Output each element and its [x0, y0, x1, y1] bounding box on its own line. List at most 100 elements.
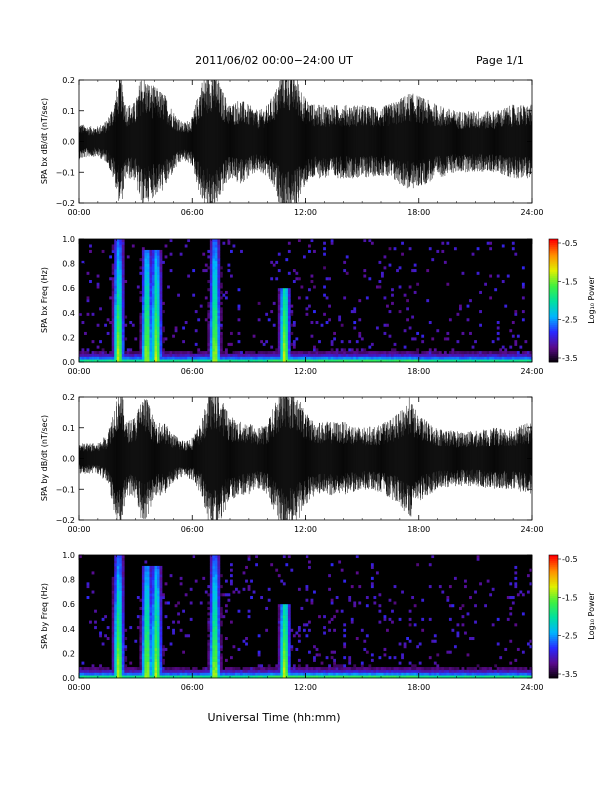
spectrogram-cell	[151, 304, 155, 308]
spectrogram-cell	[217, 323, 221, 327]
spectrogram-cell	[159, 590, 163, 594]
spectrogram-cell	[167, 601, 170, 605]
spectrogram-cell	[469, 675, 472, 679]
spectrogram-cell	[280, 642, 284, 646]
spectrogram-cell	[378, 280, 382, 284]
spectrogram-cell	[79, 356, 82, 360]
spectrogram-cell	[154, 585, 158, 589]
spectrogram-cell	[159, 337, 163, 341]
spectrogram-cell	[144, 650, 148, 654]
spectrogram-cell	[139, 598, 143, 602]
spectrogram-cell	[154, 269, 158, 273]
spectrogram-cell	[421, 334, 425, 338]
spectrogram-cell	[121, 282, 125, 286]
spectrogram-cell	[476, 664, 480, 668]
spectrogram-cell	[111, 301, 115, 305]
colorbar-swatch	[549, 341, 558, 344]
spectrogram-cell	[111, 326, 115, 330]
spectrogram-cell	[275, 568, 279, 572]
spectrogram-cell	[129, 321, 133, 325]
spectrogram-cell	[421, 667, 425, 671]
spectrogram-cell	[333, 628, 336, 632]
spectrogram-cell	[146, 323, 150, 327]
spectrogram-cell	[111, 617, 115, 621]
spectrogram-cell	[209, 606, 213, 610]
spectrogram-cell	[141, 669, 145, 673]
spectrogram-cell	[428, 669, 432, 673]
spectrogram-cell	[96, 351, 100, 355]
spectrogram-cell	[94, 353, 97, 357]
spectrogram-cell	[209, 579, 213, 583]
spectrogram-cell	[260, 359, 264, 363]
spectrogram-cell	[116, 348, 120, 352]
spectrogram-cell	[280, 296, 284, 300]
spectrogram-cell	[300, 351, 304, 355]
spectrogram-cell	[214, 645, 218, 649]
spectrogram-cell	[157, 274, 160, 278]
spectrogram-cell	[116, 345, 120, 349]
spectrogram-cell	[149, 351, 153, 355]
spectrogram-cell	[159, 271, 163, 275]
spectrogram-cell	[111, 290, 115, 294]
spectrogram-cell	[401, 356, 404, 360]
spectrogram-cell	[287, 321, 291, 325]
spectrogram-cell	[323, 626, 326, 630]
spectrogram-cell	[408, 675, 412, 679]
spectrogram-cell	[396, 667, 399, 671]
spectrogram-cell	[146, 310, 150, 314]
spectrogram-cell	[79, 667, 82, 671]
spectrogram-cell	[149, 359, 153, 363]
spectrogram-cell	[250, 359, 253, 363]
spectrogram-cell	[111, 593, 115, 597]
spectrogram-cell	[250, 596, 253, 600]
spectrogram-cell	[154, 609, 158, 613]
spectrogram-cell	[119, 296, 123, 300]
spectrogram-cell	[184, 667, 188, 671]
spectrogram-cell	[144, 653, 148, 657]
spectrogram-cell	[305, 555, 309, 559]
spectrogram-cell	[313, 310, 316, 314]
spectrogram-cell	[81, 260, 85, 264]
spectrogram-cell	[340, 356, 344, 360]
spectrogram-cell	[479, 351, 482, 355]
spectrogram-cell	[305, 598, 309, 602]
p3-ytick-label: 0.6	[62, 600, 75, 609]
spectrogram-cell	[141, 606, 145, 610]
spectrogram-cell	[461, 669, 465, 673]
spectrogram-cell	[159, 626, 163, 630]
spectrogram-cell	[403, 351, 407, 355]
spectrogram-cell	[111, 609, 115, 613]
spectrogram-cell	[240, 356, 243, 360]
spectrogram-cell	[217, 356, 221, 360]
spectrogram-cell	[159, 307, 163, 311]
spectrogram-cell	[214, 574, 218, 578]
spectrogram-cell	[506, 672, 510, 676]
spectrogram-cell	[114, 252, 118, 256]
spectrogram-cell	[217, 596, 221, 600]
spectrogram-cell	[144, 598, 148, 602]
spectrogram-cell	[189, 617, 193, 621]
spectrogram-cell	[129, 348, 133, 352]
colorbar-swatch	[549, 259, 558, 262]
spectrogram-cell	[149, 571, 153, 575]
spectrogram-cell	[149, 342, 153, 346]
spectrogram-cell	[310, 334, 314, 338]
spectrogram-cell	[363, 348, 367, 352]
spectrogram-cell	[250, 351, 253, 355]
spectrogram-cell	[207, 593, 211, 597]
spectrogram-cell	[459, 307, 462, 311]
spectrogram-cell	[202, 669, 206, 673]
spectrogram-cell	[207, 664, 211, 668]
spectrogram-cell	[106, 353, 110, 357]
spectrogram-cell	[96, 285, 100, 289]
spectrogram-cell	[212, 252, 216, 256]
spectrogram-cell	[277, 307, 281, 311]
p1-ytick-label: 0.8	[62, 260, 75, 269]
spectrogram-cell	[277, 669, 281, 673]
spectrogram-cell	[406, 318, 409, 322]
colorbar-swatch	[549, 355, 558, 359]
spectrogram-cell	[481, 669, 485, 673]
spectrogram-cell	[114, 301, 118, 305]
spectrogram-cell	[491, 359, 495, 363]
spectrogram-cell	[378, 667, 382, 671]
